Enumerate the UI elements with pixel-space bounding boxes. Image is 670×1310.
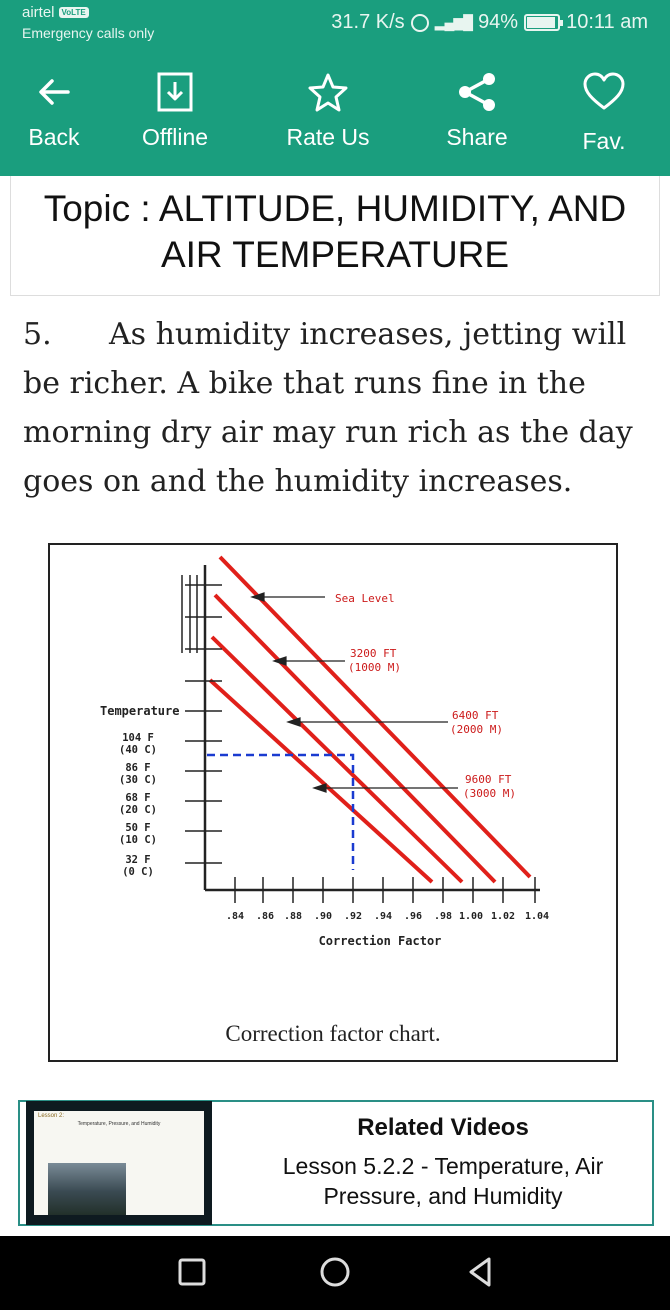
favorite-button[interactable]: Fav. xyxy=(560,48,648,176)
temp-label-f-3: 50 F xyxy=(125,822,150,834)
carrier-label: airtel xyxy=(22,4,55,21)
back-label: Back xyxy=(28,124,80,150)
video-thumbnail[interactable]: Lesson 2: Temperature, Pressure, and Hum… xyxy=(26,1101,212,1225)
system-nav-bar xyxy=(0,1236,670,1310)
correction-factor-chart: Temperature 104 F (40 C) 86 F (30 C) 68 … xyxy=(100,555,549,948)
x-tick-label-6: .96 xyxy=(404,911,422,922)
thumbnail-photo xyxy=(48,1163,126,1215)
temp-label-f-0: 104 F xyxy=(122,732,154,744)
x-tick-label-9: 1.02 xyxy=(491,911,515,922)
altitude-pointers xyxy=(250,592,458,793)
article-paragraph: 5. As humidity increases, jetting will be… xyxy=(23,310,653,506)
y-axis-title: Temperature xyxy=(100,704,179,718)
topic-title: Topic : ALTITUDE, HUMIDITY, AND AIR TEMP… xyxy=(43,188,627,275)
paragraph-number: 5. xyxy=(23,317,52,352)
emergency-calls-text: Emergency calls only xyxy=(22,25,155,41)
temp-label-f-4: 32 F xyxy=(125,854,150,866)
altitude-label-sea-level: Sea Level xyxy=(335,592,395,605)
home-button[interactable] xyxy=(315,1252,355,1292)
altitude-label-3200-m: (1000 M) xyxy=(348,661,401,674)
network-speed: 31.7 K/s xyxy=(331,11,405,33)
x-tick-label-8: 1.00 xyxy=(459,911,483,922)
share-icon xyxy=(459,73,495,111)
temp-label-c-2: (20 C) xyxy=(119,804,157,816)
altitude-label-6400-ft: 6400 FT xyxy=(452,709,499,722)
favorite-label: Fav. xyxy=(582,128,626,154)
altitude-label-3200-ft: 3200 FT xyxy=(350,647,397,660)
temperature-ticks xyxy=(181,575,222,864)
temp-label-c-4: (0 C) xyxy=(122,866,154,878)
temp-label-f-2: 68 F xyxy=(125,792,150,804)
x-tick-label-5: .94 xyxy=(374,911,392,922)
star-icon xyxy=(308,73,348,112)
altitude-label-6400-m: (2000 M) xyxy=(450,723,503,736)
alarm-icon xyxy=(410,13,429,32)
temp-label-c-3: (10 C) xyxy=(119,834,157,846)
temp-label-f-1: 86 F xyxy=(125,762,150,774)
signal-icon: ▂▄▆█ xyxy=(434,14,473,30)
related-videos-heading: Related Videos xyxy=(357,1114,529,1141)
correction-ticks xyxy=(234,877,536,903)
x-tick-label-7: .98 xyxy=(434,911,452,922)
altitude-line-3200ft xyxy=(213,593,497,884)
temp-label-c-1: (30 C) xyxy=(119,774,157,786)
altitude-line-6400ft xyxy=(210,635,464,884)
volte-badge: VoLTE xyxy=(58,7,89,18)
figure-caption: Correction factor chart. xyxy=(225,1021,441,1046)
download-icon xyxy=(157,72,193,112)
offline-label: Offline xyxy=(141,124,209,150)
status-indicators: 31.7 K/s ▂▄▆█ 94% 10:11 am xyxy=(331,11,648,34)
topic-header: Topic : ALTITUDE, HUMIDITY, AND AIR TEMP… xyxy=(10,176,660,296)
share-button[interactable]: Share xyxy=(426,48,528,176)
back-button[interactable]: Back xyxy=(0,48,108,176)
thumbnail-subtitle: Temperature, Pressure, and Humidity xyxy=(77,1121,161,1127)
x-tick-label-1: .86 xyxy=(256,911,274,922)
recents-button[interactable] xyxy=(172,1252,212,1292)
temp-label-c-0: (40 C) xyxy=(119,744,157,756)
rate-us-button[interactable]: Rate Us xyxy=(268,48,388,176)
x-axis-title: Correction Factor xyxy=(319,934,442,948)
share-label: Share xyxy=(446,124,508,150)
altitude-line-9600ft xyxy=(208,678,434,884)
arrow-left-icon xyxy=(39,79,70,105)
related-video-title[interactable]: Lesson 5.2.2 - Temperature, Air Pressure… xyxy=(282,1153,604,1209)
paragraph-text: As humidity increases, jetting will be r… xyxy=(23,317,633,499)
app-toolbar: Back Offline Rate Us Share Fav. xyxy=(0,48,670,176)
x-tick-label-0: .84 xyxy=(226,911,244,922)
altitude-line-sea-level xyxy=(218,555,532,879)
carrier-name: airtel VoLTE xyxy=(22,4,89,21)
thumbnail-lesson-label: Lesson 2: xyxy=(38,1113,65,1119)
x-tick-label-4: .92 xyxy=(344,911,362,922)
x-tick-label-3: .90 xyxy=(314,911,332,922)
battery-fill xyxy=(527,17,556,28)
heart-icon xyxy=(583,72,625,110)
example-guide-line xyxy=(207,753,355,870)
x-tick-label-2: .88 xyxy=(284,911,302,922)
back-nav-button[interactable] xyxy=(460,1252,500,1292)
offline-button[interactable]: Offline xyxy=(118,48,232,176)
battery-percent: 94% xyxy=(478,11,519,33)
altitude-label-9600-ft: 9600 FT xyxy=(465,773,512,786)
battery-icon xyxy=(524,14,564,31)
altitude-label-9600-m: (3000 M) xyxy=(463,787,516,800)
status-bar: airtel VoLTE Emergency calls only 31.7 K/… xyxy=(0,0,670,48)
x-tick-label-10: 1.04 xyxy=(525,911,549,922)
thumbnail-slide: Lesson 2: Temperature, Pressure, and Hum… xyxy=(34,1111,204,1215)
clock: 10:11 am xyxy=(566,11,648,33)
correction-factor-figure: Temperature 104 F (40 C) 86 F (30 C) 68 … xyxy=(48,543,618,1062)
rate-us-label: Rate Us xyxy=(286,124,370,150)
altitude-lines xyxy=(208,555,532,884)
